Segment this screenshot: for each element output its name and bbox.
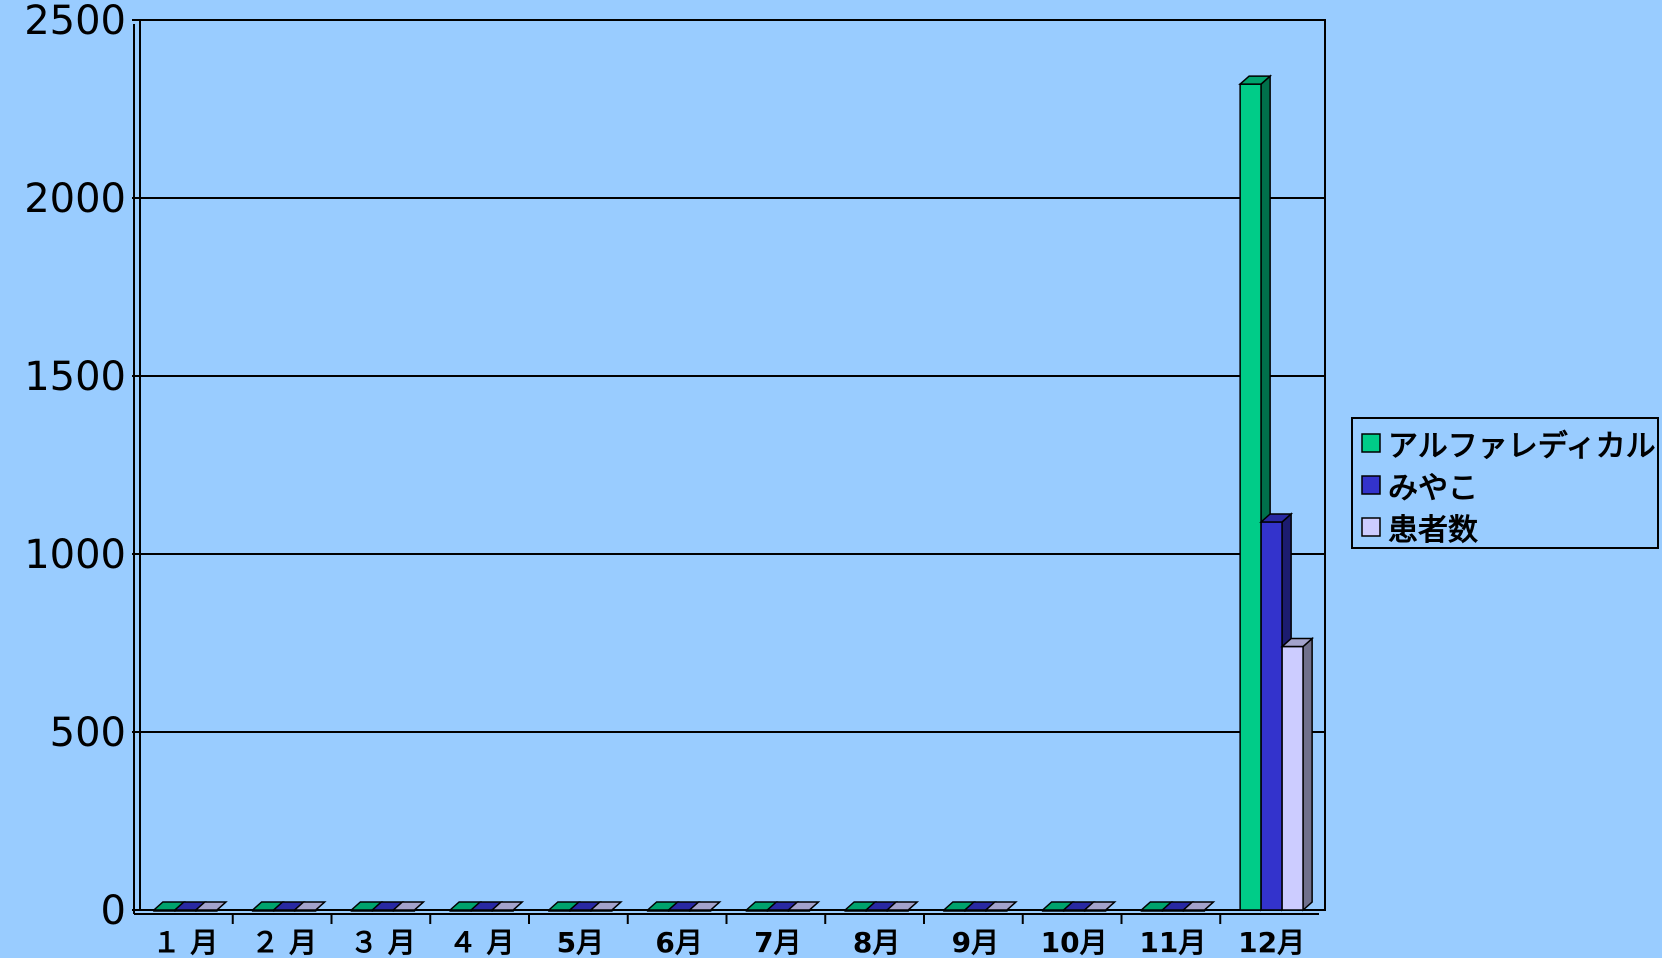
- bar: [193, 901, 228, 912]
- x-tick-label: １ 月: [153, 926, 219, 958]
- x-tick-label: 12月: [1238, 926, 1305, 958]
- bar: [1082, 901, 1117, 912]
- axes: [132, 19, 1326, 924]
- bar: [1181, 901, 1216, 912]
- x-tick-label: ４ 月: [449, 926, 515, 958]
- y-tick-labels: 0 500 1000 1500 2000 2500: [24, 0, 126, 934]
- x-tick-label: ３ 月: [350, 926, 416, 958]
- legend-swatch: [1361, 475, 1381, 495]
- legend-entry: みやこ: [1361, 471, 1478, 506]
- legend-label: みやこ: [1388, 471, 1478, 506]
- legend-label: アルファレディカル: [1388, 429, 1656, 464]
- x-tick-label: 11月: [1139, 926, 1206, 958]
- x-tick-label: 9月: [952, 926, 999, 958]
- legend-box: [1351, 417, 1659, 549]
- bar: [391, 901, 426, 912]
- bar: [983, 901, 1018, 912]
- x-tick-label: 8月: [853, 926, 900, 958]
- legend-entry: アルファレディカル: [1361, 429, 1656, 464]
- legend-swatch: [1361, 517, 1381, 537]
- x-tick-label: 7月: [754, 926, 801, 958]
- x-tick-label: 6月: [655, 926, 702, 958]
- legend-entry: 患者数: [1361, 513, 1479, 548]
- y-tick-label: 500: [50, 710, 126, 756]
- bar: [292, 901, 327, 912]
- x-tick-labels: １ 月 ２ 月 ３ 月 ４ 月 5月 6月 7月 8月 9月 10月 11月 12月: [153, 926, 1306, 958]
- legend-label: 患者数: [1388, 513, 1479, 548]
- y-tick-label: 1500: [24, 354, 126, 400]
- bar: [1280, 636, 1315, 912]
- bar: [1238, 74, 1273, 912]
- bar: [490, 901, 525, 912]
- y-tick-label: 0: [101, 888, 126, 934]
- bars: [151, 74, 1315, 912]
- bar: [786, 901, 821, 912]
- bar: [687, 901, 722, 912]
- y-tick-label: 1000: [24, 532, 126, 578]
- x-tick-label: 10月: [1041, 926, 1108, 958]
- x-tick-label: ２ 月: [251, 926, 317, 958]
- bar: [588, 901, 623, 912]
- legend-swatch: [1361, 433, 1381, 453]
- y-tick-label: 2500: [24, 0, 126, 44]
- plot-frame: [139, 19, 1326, 911]
- x-tick-label: 5月: [557, 926, 604, 958]
- bar: [885, 901, 920, 912]
- y-tick-label: 2000: [24, 176, 126, 222]
- gridlines: [140, 197, 1325, 733]
